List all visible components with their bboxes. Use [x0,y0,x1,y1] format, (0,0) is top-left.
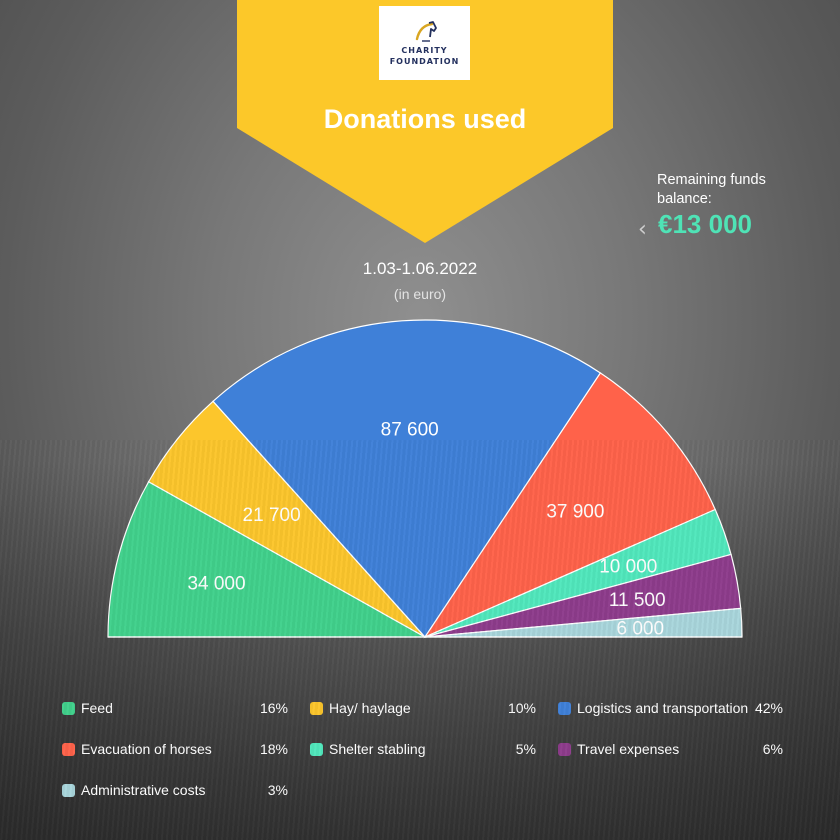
remaining-funds-value: €13 000 [658,209,752,239]
pie-slice-3 [212,319,602,638]
logo-line-1: CHARITY [401,46,448,55]
chevron-left-icon: ‹ [638,217,647,242]
data-label-6: 11 500 [609,590,666,611]
date-range: 1.03-1.06.2022 [362,259,478,278]
data-label-3: 87 600 [381,419,439,440]
data-label-7: 6 000 [617,618,665,639]
unit-note: (in euro) [393,286,447,302]
data-label-1: 34 000 [187,573,245,594]
title-banner [237,0,613,243]
data-label-2: 21 700 [243,505,301,526]
data-label-5: 10 000 [599,556,657,577]
logo: CHARITY FOUNDATION [379,6,470,80]
page-title: Donations used [323,104,527,134]
remaining-funds-label: Remaining funds balance: [657,172,766,207]
logo-line-2: FOUNDATION [389,57,460,66]
banner-shape [237,0,613,243]
pie-slice-4 [423,372,717,639]
data-label-4: 37 900 [546,502,604,523]
pie-slice-1 [107,480,428,638]
horse-head-icon [415,21,437,42]
